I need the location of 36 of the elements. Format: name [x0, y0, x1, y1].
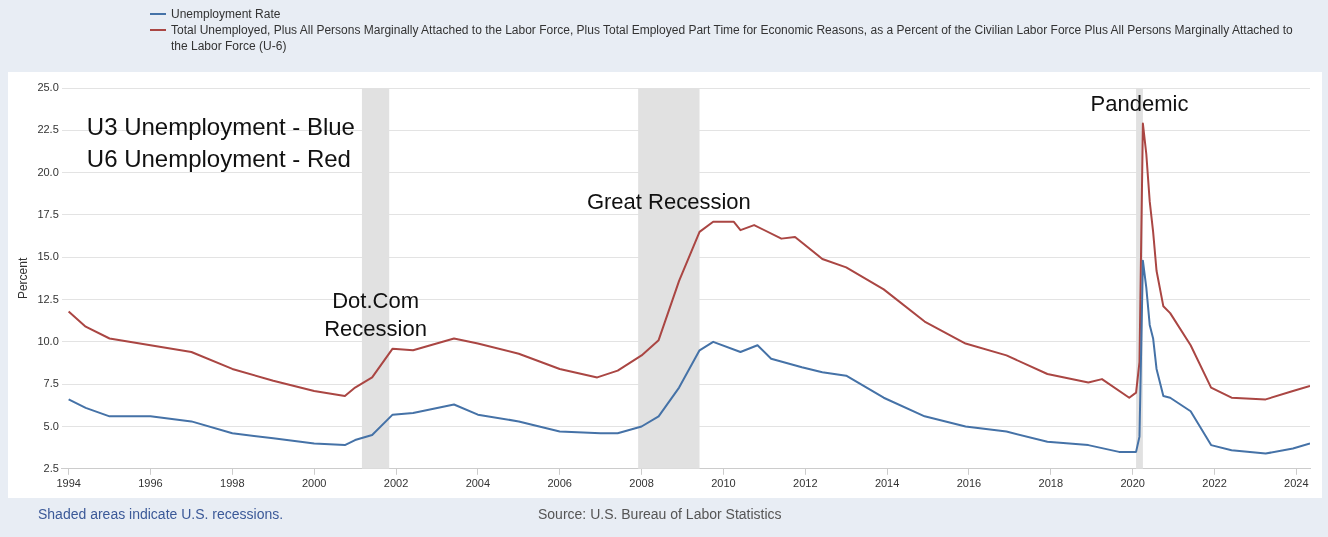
band-label: Great Recession	[586, 188, 751, 214]
x-tick-label: 2000	[301, 477, 327, 490]
x-tick-label: 2002	[383, 477, 409, 490]
y-tick-label: 22.5	[37, 123, 59, 136]
y-axis-title: Percent	[15, 257, 30, 300]
annotation: U3 Unemployment - Blue	[86, 112, 355, 140]
y-tick-label: 12.5	[37, 292, 59, 305]
band-label: Pandemic	[1090, 90, 1189, 116]
x-tick-label: 2008	[629, 477, 654, 490]
x-tick-label: 2022	[1202, 477, 1227, 490]
x-tick-label: 2006	[547, 477, 572, 490]
x-tick-label: 2014	[874, 477, 900, 490]
x-tick-label: 2016	[956, 477, 982, 490]
annotation: U6 Unemployment - Red	[86, 144, 351, 172]
x-tick-label: 2012	[793, 477, 818, 490]
y-tick-label: 5.0	[43, 419, 59, 432]
y-tick-label: 25.0	[37, 81, 59, 94]
x-tick-label: 1994	[56, 477, 81, 490]
legend-label: Unemployment Rate	[171, 6, 281, 22]
x-tick-label: 1996	[138, 477, 163, 490]
y-tick-label: 7.5	[43, 377, 59, 390]
x-tick-label: 2020	[1120, 477, 1145, 490]
text: Shaded areas indicate U.S. recessions.	[38, 506, 284, 522]
y-tick-label: 17.5	[37, 207, 59, 220]
x-tick-label: 1998	[220, 477, 245, 490]
y-tick-label: 10.0	[37, 334, 59, 347]
y-tick-label: 20.0	[37, 165, 59, 178]
legend-label: Total Unemployed, Plus All Persons Marginally Attached to the Labor Force, Plus Total Employed Part Time for Economic Reasons, as a Percent of the Civilian Labor Force Plus All Persons Marginally Attached to the Labor Force (U-6)	[171, 22, 1294, 54]
x-tick-label: 2010	[711, 477, 736, 490]
x-tick-label: 2004	[465, 477, 491, 490]
x-tick-label: 2024	[1284, 477, 1309, 490]
y-tick-label: 2.5	[43, 461, 59, 474]
band-label: Dot.Com Recession	[324, 287, 427, 341]
y-tick-label: 15.0	[37, 250, 59, 263]
x-tick-label: 2018	[1038, 477, 1064, 490]
source-note: Source: U.S. Bureau of Labor Statistics	[538, 506, 782, 522]
